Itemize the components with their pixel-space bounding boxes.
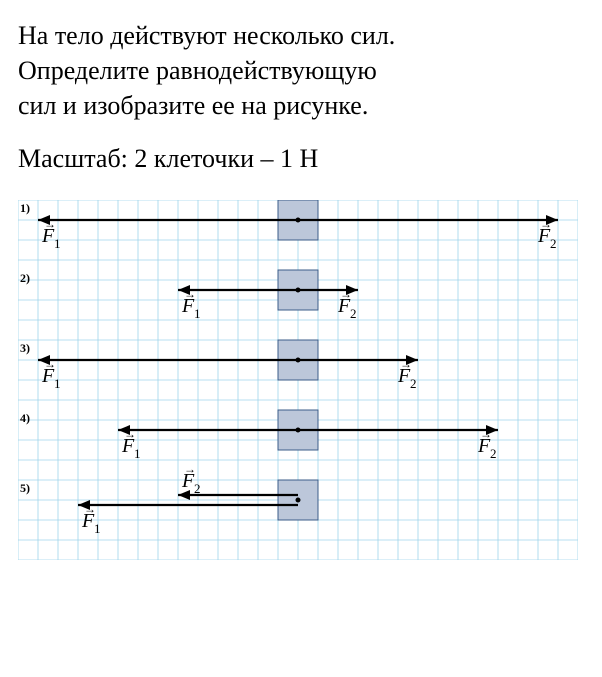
svg-text:F: F [181, 470, 195, 492]
svg-text:2: 2 [194, 481, 201, 496]
svg-text:1: 1 [54, 376, 61, 391]
diagram-svg: 1)→F1→F22)→F1→F23)→F1→F24)→F1→F25)→F2→F1 [18, 200, 578, 560]
svg-text:1: 1 [94, 521, 101, 536]
svg-text:F: F [81, 510, 95, 532]
svg-text:F: F [41, 225, 55, 247]
svg-text:2: 2 [550, 236, 557, 251]
svg-text:F: F [181, 295, 195, 317]
svg-text:3): 3) [20, 341, 30, 355]
svg-text:1: 1 [134, 446, 141, 461]
svg-text:4): 4) [20, 411, 30, 425]
svg-text:2: 2 [490, 446, 497, 461]
problem-line-2: Определите равнодействующую [18, 53, 584, 88]
svg-text:2: 2 [410, 376, 417, 391]
problem-text: На тело действуют несколько сил. Определ… [18, 18, 584, 123]
svg-text:F: F [537, 225, 551, 247]
svg-text:1: 1 [54, 236, 61, 251]
svg-text:F: F [41, 365, 55, 387]
svg-text:1): 1) [20, 201, 30, 215]
svg-text:F: F [337, 295, 351, 317]
svg-text:2: 2 [350, 306, 357, 321]
svg-text:F: F [397, 365, 411, 387]
problem-line-3: сил и изобразите ее на рисунке. [18, 88, 584, 123]
force-diagram: 1)→F1→F22)→F1→F23)→F1→F24)→F1→F25)→F2→F1 [18, 200, 584, 560]
problem-line-1: На тело действуют несколько сил. [18, 18, 584, 53]
svg-text:5): 5) [20, 481, 30, 495]
svg-text:2): 2) [20, 271, 30, 285]
svg-text:F: F [121, 435, 135, 457]
svg-text:F: F [477, 435, 491, 457]
svg-text:1: 1 [194, 306, 201, 321]
scale-text: Масштаб: 2 клеточки – 1 Н [18, 141, 584, 176]
